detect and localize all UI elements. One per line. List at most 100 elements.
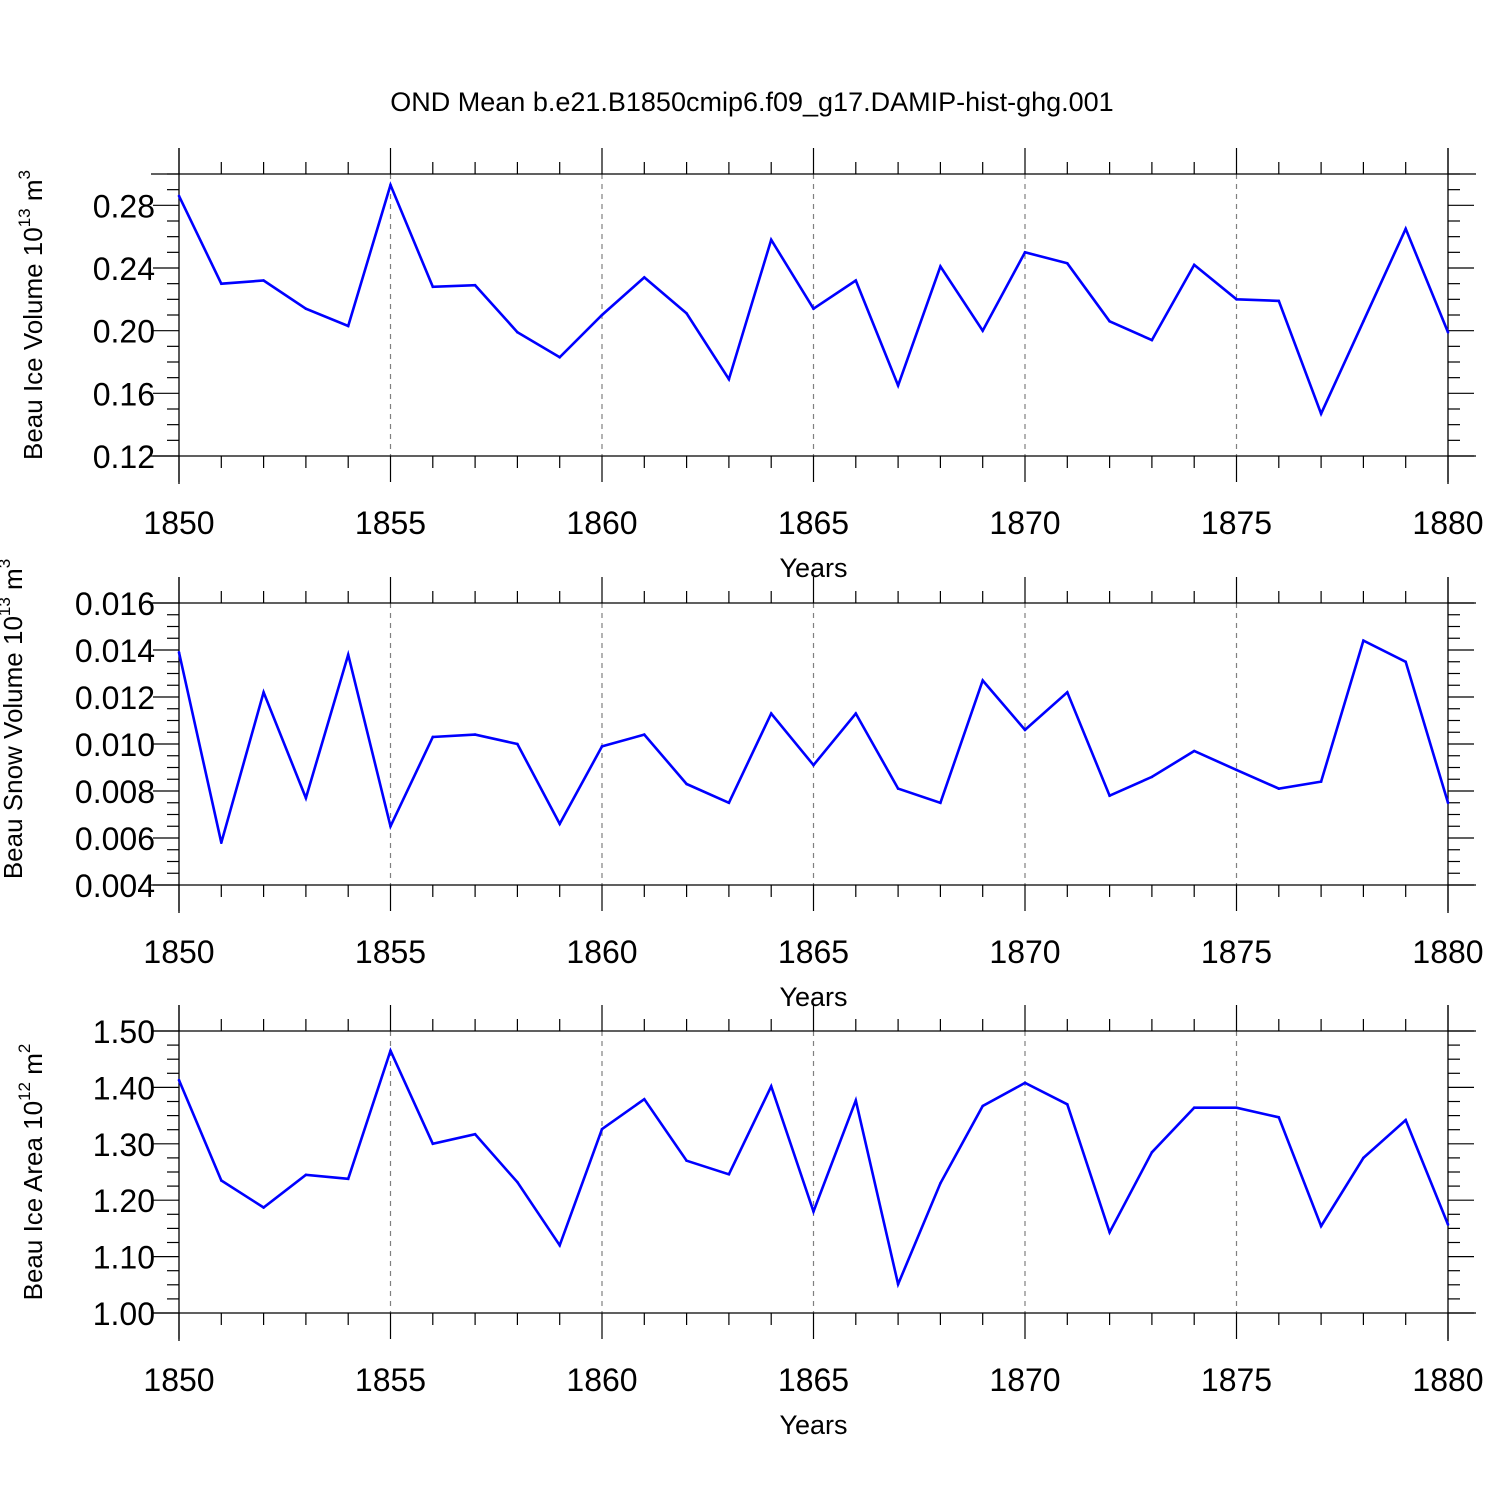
data-point <box>558 1244 561 1247</box>
data-point <box>1319 1224 1323 1228</box>
data-point <box>220 841 223 844</box>
data-point <box>1235 768 1238 772</box>
series-line <box>177 638 1450 844</box>
data-point <box>727 801 731 805</box>
data-point <box>812 307 815 311</box>
data-point <box>346 324 350 328</box>
data-point <box>1192 749 1196 753</box>
y-axis-label-exp: 13 <box>0 597 14 616</box>
data-point <box>854 712 858 715</box>
y-tick-label: 1.30 <box>93 1127 155 1163</box>
data-point <box>727 377 731 381</box>
data-point <box>558 356 561 359</box>
data-point <box>1362 319 1365 323</box>
data-point <box>769 712 773 715</box>
data-point <box>262 691 265 694</box>
x-tick-label: 1880 <box>1412 934 1483 970</box>
data-point <box>262 279 265 282</box>
data-point <box>1235 298 1238 301</box>
data-point <box>1150 1150 1154 1154</box>
x-tick-label: 1870 <box>989 1362 1060 1398</box>
data-point <box>1319 780 1323 783</box>
data-point <box>981 679 984 682</box>
y-tick-label: 0.12 <box>93 439 155 475</box>
x-tick-label: 1850 <box>143 505 214 541</box>
x-tick-label: 1850 <box>143 934 214 970</box>
data-point <box>643 1097 646 1101</box>
data-point <box>685 312 688 315</box>
y-axis-label-text: Beau Ice Area 10 <box>18 1101 48 1300</box>
y-tick-label: 0.016 <box>75 586 155 622</box>
data-point <box>600 1127 604 1131</box>
y-tick-label: 0.006 <box>75 821 155 857</box>
x-tick-label: 1855 <box>355 934 426 970</box>
data-point <box>389 183 392 187</box>
data-point <box>220 1179 223 1182</box>
data-point <box>1277 787 1281 790</box>
x-tick-label: 1875 <box>1201 1362 1272 1398</box>
data-point <box>1023 251 1027 254</box>
data-point <box>346 1177 350 1181</box>
data-point <box>431 285 435 289</box>
x-tick-label: 1880 <box>1412 505 1483 541</box>
data-point <box>1446 801 1450 805</box>
y-axis-label-unit-exp: 3 <box>15 170 34 179</box>
y-tick-label: 1.00 <box>93 1296 155 1332</box>
data-point <box>473 1132 477 1136</box>
data-point <box>1277 1115 1281 1119</box>
data-point <box>1066 691 1069 694</box>
y-axis-label-unit: m <box>18 1053 48 1082</box>
data-point <box>812 1210 815 1213</box>
data-point <box>304 1173 308 1177</box>
x-tick-label: 1880 <box>1412 1362 1483 1398</box>
data-point <box>473 733 477 736</box>
y-axis-label-exp: 12 <box>15 1082 34 1101</box>
data-point <box>346 653 350 656</box>
data-point <box>854 279 858 282</box>
data-point <box>1446 1223 1450 1226</box>
data-point <box>220 282 223 285</box>
data-point <box>177 194 181 198</box>
y-tick-label: 0.012 <box>75 680 155 716</box>
data-point <box>854 1099 858 1102</box>
data-point <box>431 735 435 739</box>
data-point <box>389 1049 392 1053</box>
x-axis-label: Years <box>779 1410 847 1440</box>
y-axis-label-unit-exp: 3 <box>0 559 14 568</box>
data-point <box>1108 1231 1111 1234</box>
data-point <box>1404 1118 1407 1122</box>
y-axis-label: Beau Ice Volume 1013 m3 <box>15 170 48 460</box>
data-point <box>1404 227 1407 231</box>
y-tick-label: 0.010 <box>75 727 155 763</box>
x-tick-label: 1860 <box>566 1362 637 1398</box>
data-point <box>643 276 646 279</box>
y-axis-label: Beau Snow Volume 1013 m3 <box>0 559 28 879</box>
data-point <box>1192 1106 1196 1110</box>
data-point <box>1235 1106 1238 1110</box>
y-tick-label: 1.10 <box>93 1240 155 1276</box>
data-point <box>473 283 477 287</box>
data-point <box>1150 338 1154 342</box>
data-point <box>1023 728 1027 732</box>
data-point <box>1108 319 1111 323</box>
data-point <box>558 822 561 826</box>
y-tick-label: 0.008 <box>75 774 155 810</box>
y-axis-label-unit-exp: 2 <box>15 1044 34 1053</box>
data-point <box>939 265 942 268</box>
y-tick-label: 1.40 <box>93 1070 155 1106</box>
data-point <box>939 801 942 805</box>
data-point <box>304 796 308 800</box>
y-tick-label: 0.20 <box>93 314 155 350</box>
data-point <box>1362 639 1365 642</box>
panel-1: 1850 1855 1860 1865 1870 1875 1880 0.12 0.16 0.20… <box>15 148 1484 583</box>
data-point <box>896 384 900 387</box>
data-point <box>1066 262 1069 265</box>
y-axis-label-unit: m <box>0 568 28 597</box>
data-point <box>1362 1156 1365 1160</box>
chart-title: OND Mean b.e21.B1850cmip6.f09_g17.DAMIP-… <box>390 87 1113 117</box>
x-tick-label: 1870 <box>989 934 1060 970</box>
data-point <box>262 1206 265 1209</box>
x-tick-label: 1855 <box>355 1362 426 1398</box>
